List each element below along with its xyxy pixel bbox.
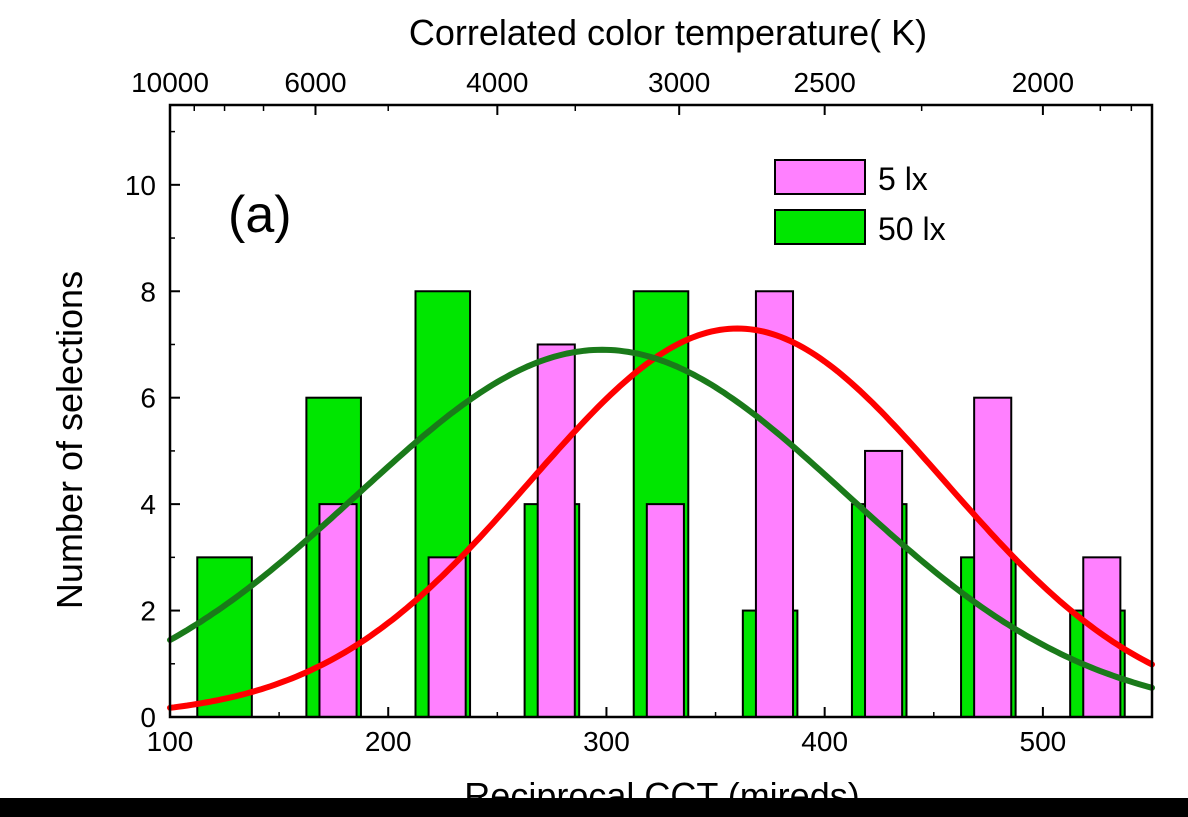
legend-swatch-50lx [774, 209, 866, 245]
legend-swatch-5lx [774, 159, 866, 195]
fit-curve-5lx [167, 325, 1155, 711]
bar-5lx-6 [973, 396, 1013, 718]
x-tick-label: 300 [583, 726, 630, 757]
legend-label-50lx: 50 lx [878, 211, 946, 247]
legend-label-5lx: 5 lx [878, 161, 928, 197]
bar-5lx-4 [754, 290, 795, 718]
y-tick-label: 4 [140, 489, 156, 520]
top-tick-label: 6000 [284, 67, 346, 98]
legend: 5 lx 50 lx [774, 159, 946, 247]
top-tick-label: 2500 [794, 67, 856, 98]
top-tick-label: 2000 [1012, 67, 1074, 98]
top-axis-title: Correlated color temperature( K) [409, 12, 927, 53]
bar-50lx-0 [196, 556, 253, 719]
plot-frame [168, 103, 1154, 719]
panel-label: (a) [228, 186, 292, 244]
x-tick-label: 200 [365, 726, 412, 757]
y-tick-label: 2 [140, 596, 156, 627]
y-tick-label: 8 [140, 276, 156, 307]
x-tick-label: 500 [1020, 726, 1067, 757]
fit-curve-50lx [167, 346, 1155, 691]
y-tick-label: 0 [140, 702, 156, 733]
top-tick-label: 4000 [466, 67, 528, 98]
bar-5lx-5 [864, 449, 904, 718]
x-tick-label: 400 [801, 726, 848, 757]
top-tick-label: 10000 [131, 67, 209, 98]
x-tick-label: 100 [147, 726, 194, 757]
bottom-band [0, 798, 1188, 817]
y-tick-label: 6 [140, 383, 156, 414]
top-tick-label: 3000 [648, 67, 710, 98]
bar-5lx-2 [536, 343, 576, 718]
bar-5lx-3 [645, 503, 685, 718]
y-tick-label: 10 [125, 170, 156, 201]
y-axis-title: Number of selections [49, 271, 90, 609]
bar-5lx-0 [318, 503, 358, 718]
